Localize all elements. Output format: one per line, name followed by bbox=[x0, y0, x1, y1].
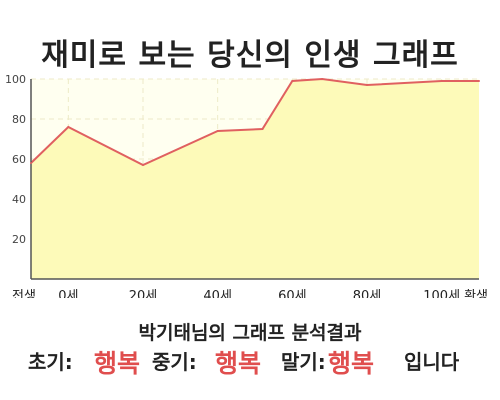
data-point bbox=[142, 164, 144, 166]
data-point bbox=[440, 80, 443, 82]
x-tick-label: 40세 bbox=[203, 289, 232, 298]
chart-title: 재미로 보는 당신의 인생 그래프 bbox=[41, 38, 459, 73]
data-point bbox=[216, 130, 219, 132]
early-value: 행복 bbox=[94, 349, 141, 378]
early-label: 초기: bbox=[28, 350, 73, 374]
x-axis-ticks: 전생 0세 20세 40세 60세 80세 100세 환생 bbox=[12, 289, 488, 298]
x-tick-label: 전생 bbox=[12, 289, 36, 298]
area-fill bbox=[31, 79, 479, 279]
late-label: 말기: bbox=[281, 350, 326, 374]
mid-label: 중기: bbox=[152, 350, 197, 374]
x-tick-label: 환생 bbox=[464, 289, 488, 298]
data-point bbox=[291, 80, 294, 82]
y-axis-ticks: 20 40 60 80 100 bbox=[5, 73, 26, 246]
x-tick-label: 0세 bbox=[58, 289, 78, 298]
x-tick-label: 80세 bbox=[353, 289, 382, 298]
life-graph-chart: 20 40 60 80 100 전생 0세 20세 40세 60세 80세 100세 환생 bbox=[5, 73, 488, 298]
x-tick-label: 60세 bbox=[278, 289, 307, 298]
data-point bbox=[366, 84, 368, 86]
x-tick-label: 20세 bbox=[129, 289, 158, 298]
data-point bbox=[30, 162, 32, 164]
series-line bbox=[30, 77, 479, 167]
mid-value: 행복 bbox=[215, 349, 262, 378]
y-tick-label: 60 bbox=[12, 153, 26, 166]
late-value: 행복 bbox=[328, 349, 375, 378]
y-tick-label: 80 bbox=[12, 113, 26, 126]
result-suffix: 입니다 bbox=[404, 350, 460, 374]
data-point bbox=[261, 128, 264, 130]
analysis-title: 박기태님의 그래프 분석결과 bbox=[138, 322, 362, 344]
data-point bbox=[67, 126, 70, 128]
data-point bbox=[321, 78, 324, 80]
y-tick-label: 100 bbox=[5, 73, 26, 86]
x-tick-label: 100세 bbox=[423, 289, 460, 298]
y-tick-label: 40 bbox=[12, 193, 26, 206]
data-point bbox=[478, 80, 480, 82]
y-tick-label: 20 bbox=[12, 233, 26, 246]
